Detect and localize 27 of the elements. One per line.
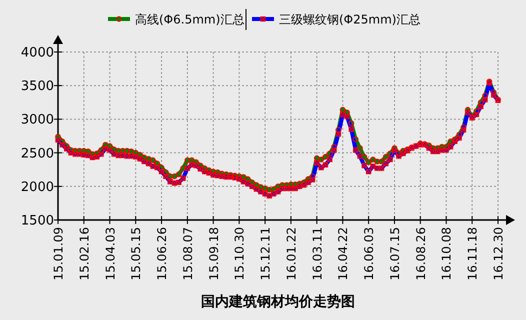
x-tick-label: 15.09.18 [206, 227, 221, 280]
x-tick-label: 16.03.11 [310, 227, 324, 280]
y-tick-label: 1500 [20, 214, 54, 228]
legend-label: 高线(Φ6.5mm)汇总 [135, 12, 244, 26]
y-tick-label: 3500 [20, 79, 54, 94]
x-tick-label: 15.01.09 [52, 227, 66, 280]
x-tick-label: 15.08.07 [180, 227, 195, 280]
y-tick-label: 4000 [20, 46, 54, 60]
x-tick-label: 16.04.22 [336, 227, 350, 280]
x-tick-label: 16.10.08 [440, 227, 454, 280]
y-tick-label: 2500 [20, 146, 54, 162]
text: 国内建筑钢材均价走势图 [201, 294, 355, 310]
x-tick-label: 16.01.22 [284, 227, 298, 280]
x-tick-label: 15.05.15 [129, 227, 144, 280]
x-tick-label: 16.08.26 [414, 227, 428, 280]
x-tick-label: 16.07.15 [388, 227, 402, 280]
x-tick-label: 16.11.18 [466, 227, 480, 280]
x-tick-label: 16.12.30 [492, 227, 506, 280]
x-tick-label: 16.06.03 [362, 227, 376, 280]
x-tick-label: 15.10.30 [232, 227, 247, 280]
y-tick-label: 3000 [20, 112, 54, 128]
legend-label: 三级螺纹钢(Φ25mm)汇总 [279, 12, 420, 26]
y-tick-label: 2000 [20, 180, 54, 195]
x-tick-label: 15.06.26 [155, 227, 170, 280]
x-tick-label: 15.02.16 [77, 227, 92, 280]
x-tick-label: 15.12.11 [258, 227, 273, 280]
x-tick-label: 15.04.03 [103, 227, 118, 280]
